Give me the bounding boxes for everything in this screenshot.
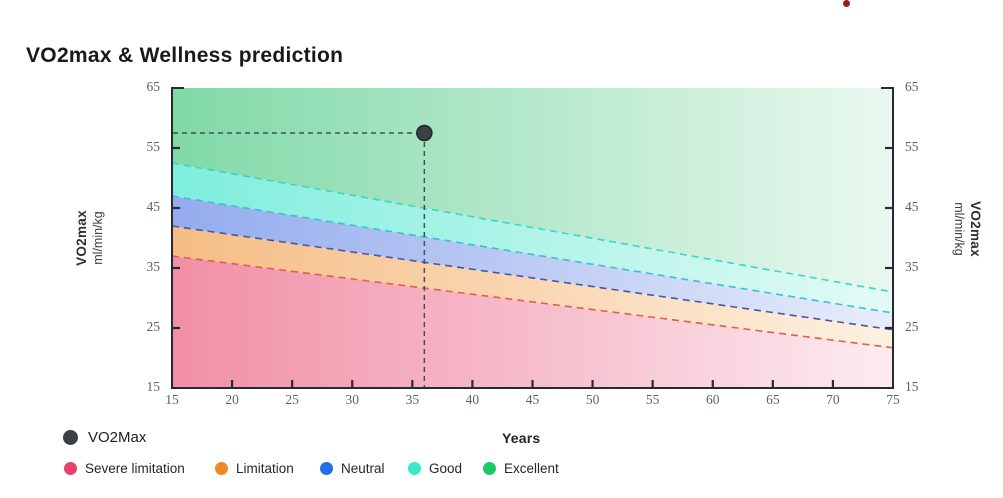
legend-item-severe-limitation[interactable]: Severe limitation [64,461,185,476]
y-tick-label-right: 55 [905,139,919,154]
y-tick-label-left: 45 [146,199,161,214]
x-tick-label: 15 [165,392,179,407]
record-indicator-dot [843,0,850,7]
y-tick-label-right: 35 [905,259,919,274]
legend-item-label: Neutral [341,461,385,476]
y-tick-label-left: 25 [146,319,161,334]
y-tick-label-right: 45 [905,199,919,214]
x-tick-label: 50 [585,392,600,407]
legend-item-neutral[interactable]: Neutral [320,461,385,476]
legend-categories: Severe limitation Limitation Neutral Good Ex… [0,461,1003,481]
chart-title: VO2max & Wellness prediction [26,44,344,67]
x-tick-label: 70 [826,392,840,407]
y-tick-label-left: 55 [146,139,161,154]
y-tick-label-right: 65 [905,79,919,94]
legend-item-excellent[interactable]: Excellent [483,461,559,476]
good-legend-dot-icon [408,462,421,475]
excellent-legend-dot-icon [483,462,496,475]
band-limitation [172,226,893,348]
x-tick-label: 60 [706,392,720,407]
vo2max-data-point[interactable] [416,124,433,142]
band-good [172,163,893,313]
y-tick-label-left: 35 [146,259,161,274]
axis-ticks [172,146,893,388]
legend-item-label: Limitation [236,461,294,476]
x-tick-label: 35 [405,392,420,407]
band-boundary-severe-limitation [171,255,894,349]
legend-item-label: Excellent [504,461,559,476]
x-tick-label: 55 [645,392,660,407]
neutral-legend-dot-icon [320,462,333,475]
x-tick-label: 40 [465,392,480,407]
x-tick-label: 65 [766,392,780,407]
x-tick-label: 25 [285,392,299,407]
x-tick-label: 45 [525,392,540,407]
band-boundary-neutral [171,195,894,314]
x-axis-label: Years [502,430,541,446]
legend-item-label: Severe limitation [85,461,185,476]
y-tick-label-right: 15 [905,379,919,394]
crosshair-lines [173,132,426,387]
legend-item-vo2max[interactable]: VO2Max [63,429,146,446]
legend-item-good[interactable]: Good [408,461,462,476]
vo2max-legend-label: VO2Max [88,429,147,446]
x-tick-label: 30 [345,392,360,407]
severe-limitation-legend-dot-icon [64,462,77,475]
band-excellent [172,88,893,292]
x-tick-label: 20 [225,392,239,407]
y-tick-label-right: 25 [905,319,919,334]
band-boundary-limitation [171,225,894,331]
vo2max-legend-dot-icon [63,430,78,445]
limitation-legend-dot-icon [215,462,228,475]
band-severe-limitation [172,256,893,388]
band-boundary-good [171,162,894,293]
band-neutral [172,196,893,330]
x-tick-label: 75 [886,392,900,407]
y-tick-label-left: 15 [146,379,161,394]
legend-item-label: Good [429,461,463,476]
legend-item-limitation[interactable]: Limitation [215,461,294,476]
y-tick-label-left: 65 [146,79,161,94]
